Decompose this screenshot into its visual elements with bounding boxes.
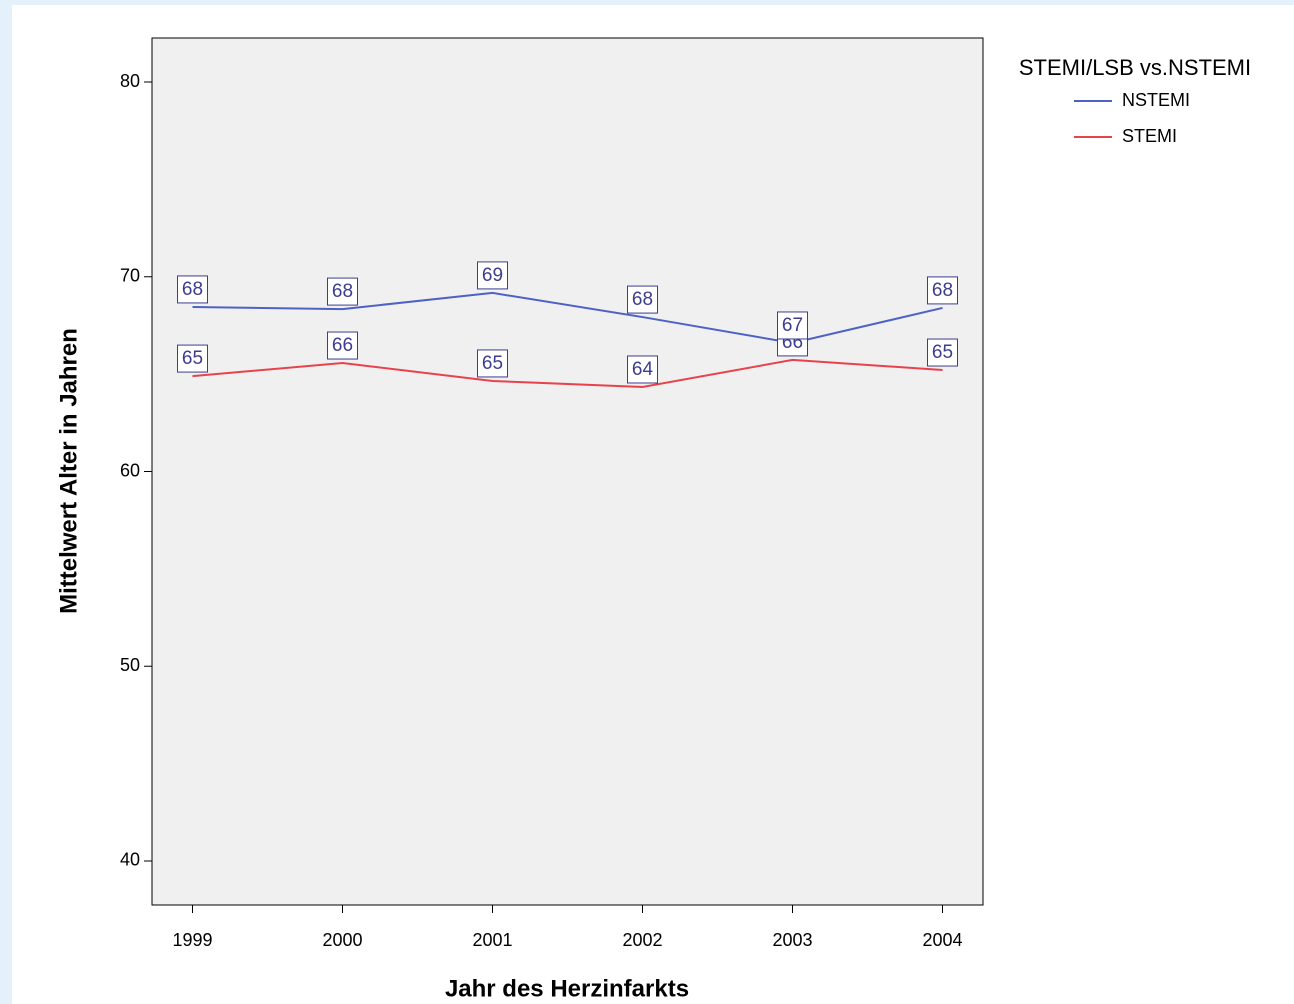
- legend-label: NSTEMI: [1122, 90, 1190, 110]
- legend-label: STEMI: [1122, 126, 1177, 146]
- value-label: 68: [932, 280, 953, 301]
- x-tick-label: 2003: [772, 930, 812, 950]
- value-label: 65: [182, 348, 203, 369]
- y-tick-label: 70: [120, 266, 140, 286]
- value-label: 67: [782, 315, 803, 336]
- plot-area: [151, 37, 984, 906]
- y-tick-label: 60: [120, 460, 140, 480]
- value-label-box: [627, 355, 658, 384]
- x-tick-label: 2002: [622, 930, 662, 950]
- value-label: 68: [632, 289, 653, 310]
- value-label: 65: [482, 353, 503, 374]
- series-line: [192, 291, 943, 344]
- value-label-box: [927, 338, 958, 367]
- value-label: 66: [332, 335, 353, 356]
- value-label: 64: [632, 359, 654, 380]
- value-label-box: [477, 261, 508, 290]
- value-label-box: [477, 349, 508, 378]
- y-tick-label: 40: [120, 850, 140, 870]
- x-tick-label: 2004: [922, 930, 962, 950]
- value-label: 68: [332, 281, 353, 302]
- value-label-box: [627, 285, 658, 314]
- value-label-box: [177, 275, 208, 304]
- series-line: [192, 358, 943, 388]
- value-label: 65: [932, 342, 953, 363]
- x-tick-label: 1999: [172, 930, 212, 950]
- value-label: 69: [482, 265, 503, 286]
- value-label-box: [327, 277, 358, 306]
- value-label-box: [177, 344, 208, 373]
- x-tick-label: 2000: [322, 930, 362, 950]
- x-tick-label: 2001: [472, 930, 512, 950]
- y-tick-label: 80: [120, 71, 140, 91]
- x-axis-title: Jahr des Herzinfarkts: [445, 975, 689, 1002]
- y-tick-label: 50: [120, 655, 140, 675]
- value-label: 68: [182, 279, 203, 300]
- value-label-box: [777, 311, 808, 340]
- legend-title: STEMI/LSB vs.NSTEMI: [1019, 55, 1251, 80]
- y-axis-title: Mittelwert Alter in Jahren: [55, 328, 82, 614]
- value-label-box: [927, 276, 958, 305]
- value-label-box: [327, 331, 358, 360]
